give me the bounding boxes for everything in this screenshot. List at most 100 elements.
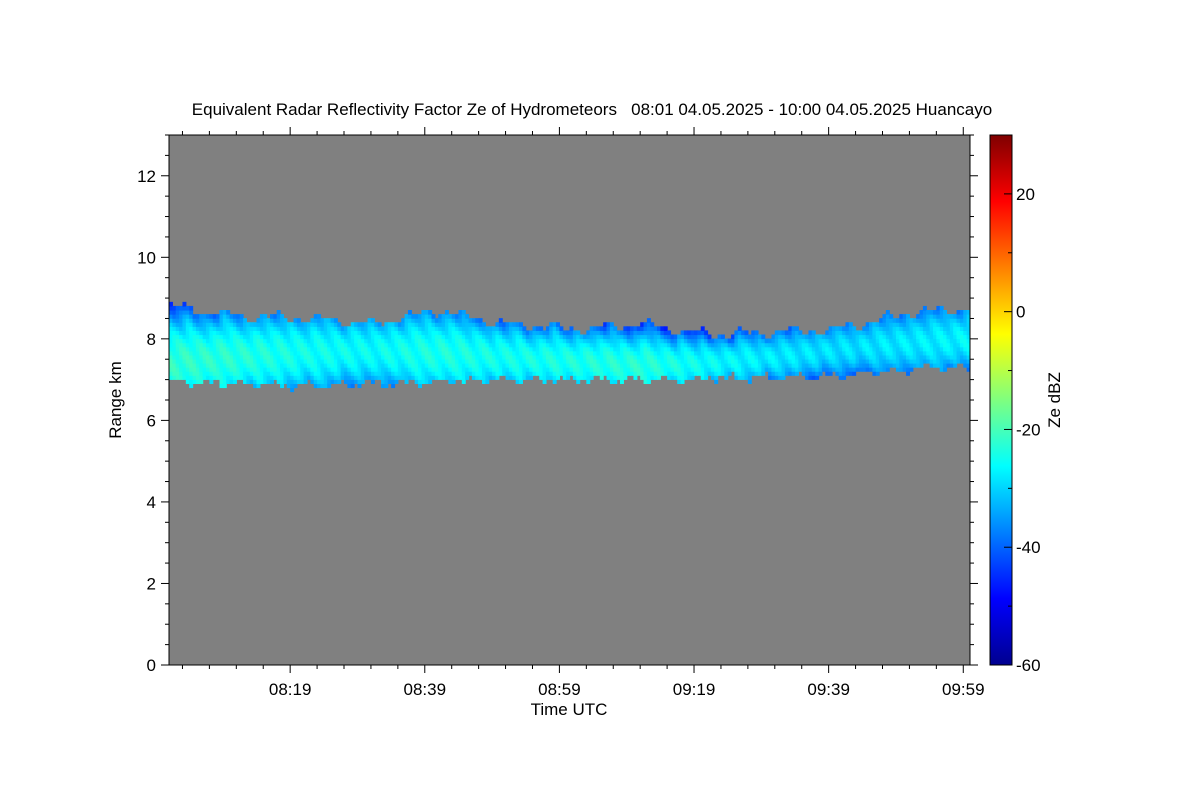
echo-cell (902, 322, 907, 327)
echo-cell (424, 379, 429, 384)
echo-cell (912, 354, 917, 360)
echo-cell (337, 375, 342, 380)
echo-cell (404, 342, 409, 348)
echo-cell (835, 350, 840, 356)
echo-cell (492, 326, 497, 331)
echo-cell (932, 342, 937, 348)
echo-cell (404, 334, 409, 340)
echo-cell (327, 342, 332, 348)
echo-cell (670, 342, 675, 348)
echo-cell (895, 338, 900, 344)
echo-cell (465, 334, 470, 340)
echo-cell (347, 371, 352, 376)
echo-cell (222, 310, 227, 315)
echo-cell (653, 326, 658, 331)
echo-cell (902, 363, 907, 368)
echo-cell (838, 334, 843, 340)
echo-cell (643, 363, 648, 368)
echo-cell (169, 318, 173, 323)
echo-cell (889, 358, 894, 364)
echo-cell (488, 375, 493, 380)
echo-cell (667, 354, 672, 360)
echo-cell (579, 346, 584, 352)
echo-cell (169, 358, 173, 364)
echo-cell (337, 371, 342, 376)
echo-cell (276, 310, 281, 315)
echo-cell (959, 322, 964, 327)
echo-cell (475, 350, 480, 356)
echo-cell (606, 326, 611, 331)
echo-cell (407, 326, 412, 331)
echo-cell (438, 314, 443, 319)
echo-cell (794, 350, 799, 356)
echo-cell (879, 363, 884, 368)
echo-cell (465, 326, 470, 331)
echo-cell (330, 342, 335, 348)
echo-cell (791, 363, 796, 368)
echo-cell (232, 322, 237, 327)
echo-cell (798, 346, 803, 352)
echo-cell (293, 383, 298, 389)
echo-cell (195, 379, 200, 384)
echo-cell (687, 350, 692, 356)
echo-cell (350, 383, 355, 389)
echo-cell (431, 358, 436, 364)
echo-cell (219, 367, 224, 372)
echo-cell (593, 338, 598, 344)
echo-cell (912, 350, 917, 356)
echo-cell (229, 375, 234, 380)
echo-cell (569, 371, 574, 376)
echo-cell (360, 330, 365, 336)
echo-cell (566, 367, 571, 372)
echo-cell (579, 367, 584, 372)
echo-cell (387, 334, 392, 340)
echo-cell (895, 326, 900, 331)
echo-cell (367, 326, 372, 331)
echo-cell (391, 375, 396, 380)
echo-cell (394, 367, 399, 372)
echo-cell (253, 371, 258, 376)
echo-cell (754, 358, 759, 364)
echo-cell (687, 342, 692, 348)
echo-cell (670, 338, 675, 344)
echo-cell (404, 326, 409, 331)
echo-cell (694, 363, 698, 368)
echo-cell (801, 350, 806, 356)
echo-cell (946, 314, 951, 319)
echo-cell (855, 338, 860, 344)
echo-cell (791, 346, 796, 352)
echo-cell (428, 342, 433, 348)
echo-cell (832, 330, 836, 336)
echo-cell (875, 330, 880, 336)
echo-cell (236, 371, 241, 376)
echo-cell (852, 346, 857, 352)
echo-cell (936, 322, 941, 327)
echo-cell (559, 326, 564, 331)
echo-cell (959, 318, 964, 323)
echo-cell (949, 322, 954, 327)
echo-cell (340, 334, 345, 340)
echo-cell (418, 363, 423, 368)
echo-cell (707, 358, 712, 364)
echo-cell (630, 342, 635, 348)
echo-cell (367, 322, 372, 327)
echo-cell (808, 342, 813, 348)
echo-cell (384, 326, 389, 331)
echo-cell (169, 342, 173, 348)
echo-cell (869, 338, 873, 344)
echo-cell (593, 334, 598, 340)
echo-cell (259, 330, 264, 336)
echo-cell (195, 314, 200, 319)
echo-cell (179, 330, 184, 336)
echo-cell (855, 358, 860, 364)
echo-cell (586, 358, 591, 364)
echo-cell (175, 342, 180, 348)
echo-cell (418, 350, 423, 356)
echo-cell (222, 358, 227, 364)
echo-cell (582, 358, 587, 364)
echo-cell (448, 314, 453, 319)
echo-cell (317, 363, 322, 368)
echo-cell (545, 330, 550, 336)
echo-cell (832, 363, 836, 368)
echo-cell (370, 371, 375, 376)
